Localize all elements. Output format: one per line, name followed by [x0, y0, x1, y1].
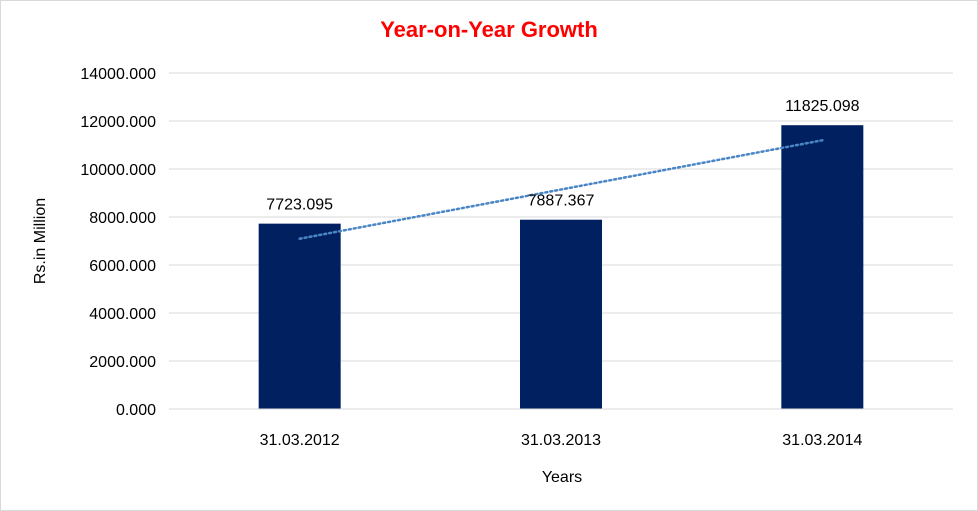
y-tick-label: 14000.000 — [80, 66, 156, 83]
y-tick-label: 2000.000 — [89, 354, 156, 371]
data-label: 11825.098 — [785, 98, 860, 115]
y-tick-label: 10000.000 — [80, 162, 156, 179]
x-tick-label: 31.03.2014 — [782, 432, 862, 449]
chart-title: Year-on-Year Growth — [380, 17, 598, 42]
x-axis-title: Years — [542, 469, 582, 486]
y-tick-label: 4000.000 — [89, 306, 156, 323]
bars — [258, 125, 864, 410]
y-tick-label: 12000.000 — [80, 114, 156, 131]
bar — [258, 223, 341, 409]
trendline-layer — [298, 139, 824, 240]
y-tick-label: 8000.000 — [89, 210, 156, 227]
x-tick-label: 31.03.2013 — [521, 432, 601, 449]
bar — [781, 125, 864, 410]
trendline — [298, 139, 824, 240]
y-tick-label: 0.000 — [116, 402, 156, 419]
y-tick-label: 6000.000 — [89, 258, 156, 275]
x-axis-ticks: 31.03.2012 31.03.2013 31.03.2014 — [260, 432, 863, 449]
bar — [520, 219, 602, 409]
data-labels: 7723.095 7887.367 11825.098 — [266, 98, 859, 213]
data-label: 7887.367 — [528, 193, 595, 210]
x-tick-label: 31.03.2012 — [260, 432, 340, 449]
y-axis-title: Rs.in Million — [32, 198, 49, 284]
y-axis-ticks: 0.000 2000.000 4000.000 6000.000 8000.000 100… — [80, 66, 156, 419]
data-label: 7723.095 — [266, 197, 333, 214]
